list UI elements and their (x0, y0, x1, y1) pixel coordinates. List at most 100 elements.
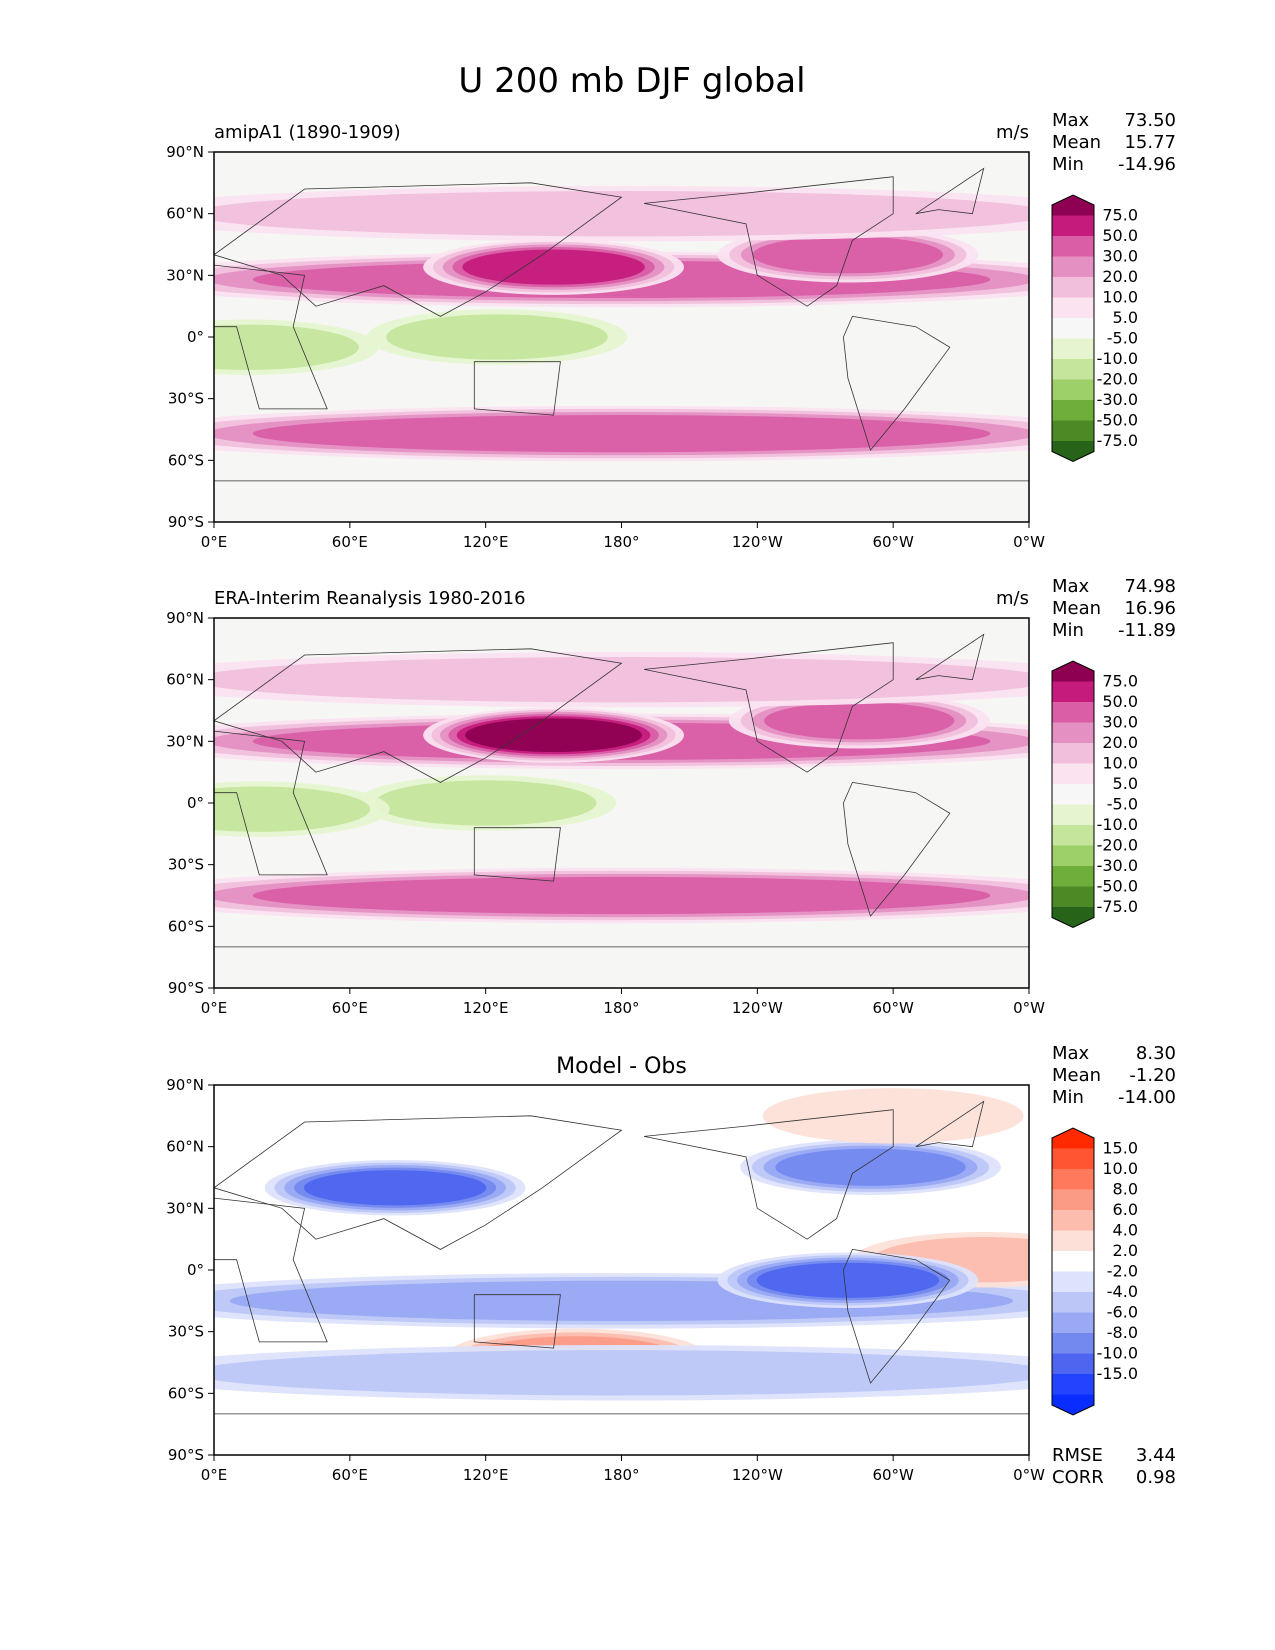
contour-band (374, 780, 597, 826)
y-tick-label: 30°N (166, 732, 204, 750)
coastline (915, 633, 985, 681)
colorbar-extend-min (1052, 907, 1094, 928)
colorbar-segment (1052, 379, 1094, 400)
colorbar-segment (1052, 318, 1094, 339)
y-tick-label: 0° (187, 1261, 204, 1279)
y-tick-label: 0° (187, 328, 204, 346)
coastline (842, 1248, 951, 1384)
x-tick-label: 120°W (732, 533, 783, 551)
colorbar-label: 10.0 (1102, 1159, 1138, 1178)
colorbar-segment (1052, 886, 1094, 907)
coastline (214, 1197, 328, 1343)
y-tick-label: 90°S (168, 1446, 204, 1464)
colorbar-segment (1052, 1271, 1094, 1292)
panel-left-title: amipA1 (1890-1909) (214, 122, 401, 143)
colorbar-segment (1052, 297, 1094, 318)
x-tick-label: 120°E (463, 533, 509, 551)
colorbar-segment (1052, 1374, 1094, 1395)
panel-units: m/s (996, 588, 1029, 609)
y-tick-label: 60°S (168, 451, 204, 469)
colorbar: 75.050.0 30.020.0 10.05.0 -5.0-10.0 -20.0-30… (1051, 194, 1138, 463)
colorbar-label: -5.0 (1107, 795, 1138, 814)
colorbar-segment (1052, 1353, 1094, 1374)
x-tick-label: 60°W (872, 533, 914, 551)
stat-value: -14.00 (1118, 1087, 1176, 1108)
colorbar-segment (1052, 1333, 1094, 1354)
stat-value: -1.20 (1129, 1065, 1176, 1086)
coastline (644, 642, 894, 773)
colorbar-extend-min (1052, 1394, 1094, 1415)
x-tick-label: 0°E (201, 999, 228, 1017)
colorbar-segment (1052, 1169, 1094, 1190)
stat-label: Min (1052, 620, 1084, 641)
y-tick-label: 30°S (168, 856, 204, 874)
panel-diff: 0°E 60°E 120°E 180° 120°W 60°W 0°W 90°N 60°N 30°N… (166, 1043, 1176, 1488)
coastline (473, 361, 561, 416)
colorbar-label: 20.0 (1102, 267, 1138, 286)
field-contours (214, 651, 1029, 924)
x-tick-label: 0°E (201, 533, 228, 551)
x-tick-label: 180° (603, 999, 639, 1017)
coastline (214, 946, 1029, 988)
colorbar-label: -2.0 (1107, 1262, 1138, 1281)
colorbar-segment (1052, 722, 1094, 743)
x-tick-label: 0°E (201, 1466, 228, 1484)
y-tick-label: 60°N (166, 1138, 204, 1156)
contour-band (214, 657, 1029, 703)
x-tick-label: 60°W (872, 999, 914, 1017)
coastline (915, 1100, 985, 1148)
footer-stat-label: CORR (1052, 1467, 1104, 1488)
stat-label: Mean (1052, 132, 1101, 153)
colorbar-label: -4.0 (1107, 1282, 1138, 1301)
colorbar-outline (1051, 1127, 1095, 1416)
colorbar-label: 20.0 (1102, 733, 1138, 752)
colorbar-segment (1052, 763, 1094, 784)
y-tick-label: 30°N (166, 266, 204, 284)
stat-label: Max (1052, 576, 1090, 597)
contour-band (252, 876, 991, 915)
colorbar-label: -5.0 (1107, 329, 1138, 348)
x-tick-label: 180° (603, 1466, 639, 1484)
colorbar-label: -75.0 (1097, 897, 1138, 916)
footer-stat-value: 0.98 (1136, 1467, 1176, 1488)
coastline (842, 315, 951, 451)
coastline (473, 827, 561, 882)
colorbar-segment (1052, 702, 1094, 723)
x-tick-label: 0°W (1013, 999, 1045, 1017)
panel-left-title: ERA-Interim Reanalysis 1980-2016 (214, 588, 526, 609)
panel-center-title: Model - Obs (556, 1054, 687, 1079)
x-tick-label: 120°W (732, 999, 783, 1017)
y-tick-label: 30°S (168, 1323, 204, 1341)
colorbar-segment (1052, 1230, 1094, 1251)
stat-label: Mean (1052, 598, 1101, 619)
stat-value: 73.50 (1124, 110, 1176, 131)
y-tick-label: 60°S (168, 1384, 204, 1402)
y-tick-label: 30°N (166, 1199, 204, 1217)
y-tick-label: 30°S (168, 390, 204, 408)
colorbar-label: 5.0 (1113, 774, 1138, 793)
colorbar-extend-max (1052, 195, 1094, 216)
panel-model: 0°E 60°E 120°E 180° 120°W 60°W 0°W 90°N 60°N 30°N… (166, 110, 1176, 551)
coastline (214, 480, 1029, 522)
coastline (214, 182, 623, 317)
y-tick-label: 90°N (166, 609, 204, 627)
contour-band (214, 191, 1029, 237)
contour-band (775, 1148, 966, 1186)
contour-band (752, 236, 944, 274)
coastline (842, 781, 951, 917)
stat-value: -11.89 (1118, 620, 1176, 641)
colorbar-label: -15.0 (1097, 1364, 1138, 1383)
colorbar-segment (1052, 825, 1094, 846)
y-tick-label: 60°N (166, 671, 204, 689)
colorbar-label: -20.0 (1097, 836, 1138, 855)
colorbar-label: 2.0 (1113, 1241, 1138, 1260)
contour-band (214, 1350, 1029, 1396)
colorbar-segment (1052, 743, 1094, 764)
coastline (214, 648, 623, 783)
stat-value: 8.30 (1136, 1043, 1176, 1064)
colorbar-label: 8.0 (1113, 1180, 1138, 1199)
colorbar-label: 5.0 (1113, 308, 1138, 327)
x-tick-label: 60°W (872, 1466, 914, 1484)
colorbar-label: 4.0 (1113, 1221, 1138, 1240)
colorbar-segment (1052, 236, 1094, 257)
